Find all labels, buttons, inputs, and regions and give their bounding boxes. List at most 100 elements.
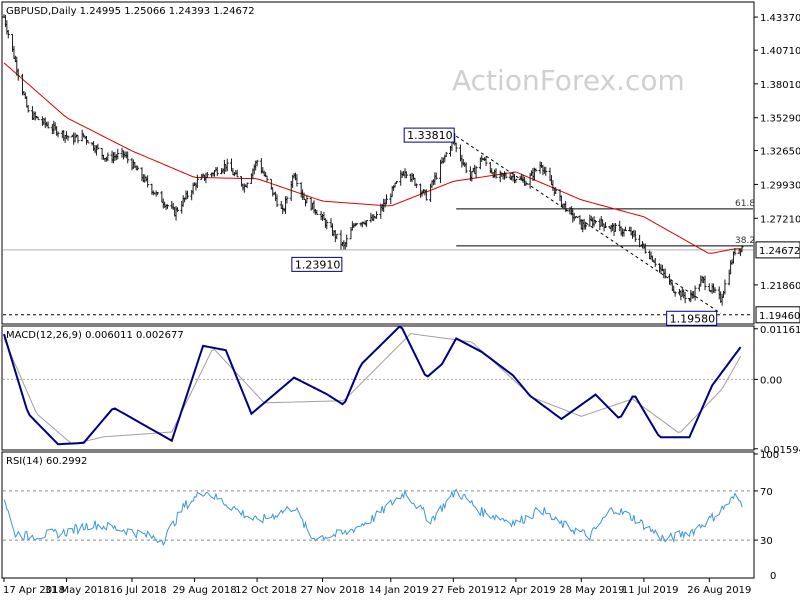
price-annotation: 1.19580 [666,310,718,326]
ohlc-bar [574,215,578,219]
ohlc-bar [26,105,30,113]
ohlc-bar [245,182,249,189]
ohlc-bar [414,183,418,188]
ohlc-bar [56,131,60,138]
rsi-plot: 100 70 30 0 [3,450,779,582]
date-tick-label: 12 Apr 2019 [494,585,556,596]
ohlc-bar [156,192,160,195]
ohlc-bar [76,134,80,144]
ohlc-bar [740,245,744,253]
current-price-box [755,241,800,259]
ohlc-bar [275,194,279,208]
ohlc-bar [454,142,458,153]
date-tick-label: 17 Apr 2018 [3,585,65,596]
ohlc-bar [6,29,10,39]
ohlc-bar [166,204,170,209]
ohlc-bar [633,230,637,242]
macd-panel [1,325,755,451]
price-annotation: 1.23910 [291,256,343,272]
rsi-panel [1,451,755,579]
ohlc-bar [215,167,219,176]
price-ytick-label: 1.38010 [760,80,800,91]
date-tick-label: 16 Jul 2018 [110,585,167,596]
ohlc-bar [544,166,548,176]
annotation-box [403,127,455,143]
ohlc-bar [195,174,199,189]
annotation-label: 1.23910 [295,258,341,271]
ohlc-bar [126,151,130,164]
support-label: 1.19460 [759,311,800,322]
ohlc-bar [693,285,697,301]
ohlc-bar [713,287,717,293]
ohlc-bar [295,174,299,187]
price-ytick-label: 1.35290 [760,114,800,125]
price-annotation: 1.33810 [403,127,455,143]
ohlc-bar [235,169,239,178]
price-ytick-label: 1.32650 [760,147,800,158]
ohlc-bar [673,291,677,297]
date-tick-label: 14 Jan 2019 [369,585,429,596]
ohlc-bar [424,189,428,201]
ohlc-bar [265,175,269,182]
watermark: ActionForex.com [452,64,685,97]
price-panel [1,1,755,325]
ohlc-bar [175,207,179,213]
rsi-ytick-label: 30 [760,536,773,547]
ohlc-bar [365,220,369,227]
current-price-tag: 1.24672 [755,241,800,259]
price-ytick-label: 1.40710 [760,46,800,57]
date-tick-label: 28 May 2019 [559,585,624,596]
rsi-ytick-label: 70 [760,487,773,498]
ohlc-bar [703,275,707,291]
date-tick-label: 12 Oct 2018 [235,585,297,596]
ohlc-bar [116,148,120,160]
ohlc-bar [285,196,289,204]
ohlc-bar [623,226,627,231]
ohlc-bar [564,201,568,212]
ohlc-bar [594,220,598,224]
ohlc-bar [46,121,50,129]
support-tag: 1.19460 [755,306,800,324]
price-ytick-label: 1.27210 [760,214,800,225]
fib-label: 61.8 [735,199,755,209]
date-tick-label: 29 Aug 2018 [173,585,237,596]
ohlc-bar [603,222,607,229]
macd-ytick-label: 0.00 [760,375,782,386]
current-price-label: 1.24672 [759,246,800,257]
ohlc-bar [474,166,478,179]
rsi-ytick-label: 100 [760,450,779,461]
ohlc-bar [205,172,209,179]
ohlc-bar [534,168,538,172]
annotation-label: 1.33810 [407,129,453,142]
date-tick-label: 26 Aug 2019 [687,585,751,596]
price-ytick-label: 1.21860 [760,281,800,292]
ohlc-bar [733,248,737,256]
date-tick-label: 27 Feb 2019 [431,585,493,596]
ohlc-bar [106,152,110,162]
ohlc-bar [36,116,40,121]
macd-ytick-label: -0.015949 [760,445,800,456]
price-ytick-label: 1.43370 [760,13,800,24]
ohlc-bar [136,165,140,171]
annotation-box [666,310,718,326]
annotation-label: 1.19580 [670,312,716,325]
ohlc-bar [584,221,588,230]
ohlc-bar [524,180,528,186]
ohlc-bar [683,291,687,304]
price-header: GBPUSD,Daily 1.24995 1.25066 1.24393 1.2… [6,6,255,17]
date-tick-label: 27 Nov 2018 [301,585,365,596]
ohlc-bar [643,243,647,254]
ohlc-bar [434,172,438,180]
support-box [755,306,800,324]
ohlc-bar [255,159,259,167]
price-plot: 1.43370 1.40710 1.38010 1.35290 1.32650 1.299… [2,13,800,326]
ohlc-bar [613,223,617,232]
rsi-line [3,488,743,547]
ohlc-bar [305,195,309,204]
ohlc-bar [663,268,667,279]
macd-plot: 0.011619 0.00 -0.015949 [3,325,800,456]
ohlc-bar [355,222,359,226]
ohlc-bar [404,171,408,179]
ohlc-bar [146,175,150,188]
